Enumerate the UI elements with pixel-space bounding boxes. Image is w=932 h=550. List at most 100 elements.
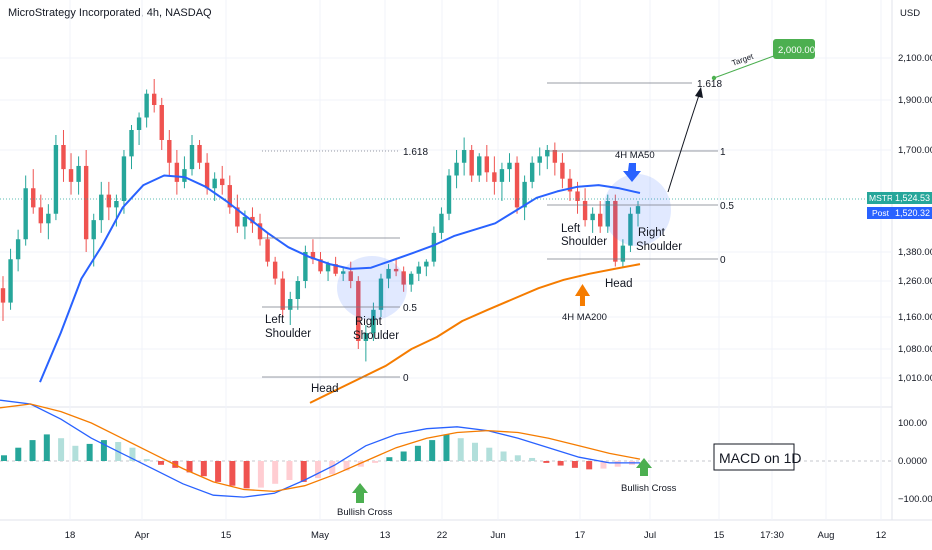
candle-body: [76, 165, 81, 182]
candle-body: [235, 207, 240, 227]
post-badge-text: Post: [872, 208, 890, 218]
right-shoulder-2-line2: Shoulder: [636, 241, 682, 253]
macd-histogram-bar: [372, 461, 379, 463]
candle-body: [151, 93, 157, 105]
candle-body: [545, 150, 550, 157]
macd-histogram-bar: [486, 447, 493, 461]
right-shoulder-1-line2: Shoulder: [353, 330, 399, 342]
macd-histogram-bar: [315, 461, 321, 479]
time-tick-label: Jul: [644, 530, 656, 541]
candle-body: [393, 268, 399, 272]
macd-histogram-bar: [229, 461, 236, 486]
macd-histogram-bar: [272, 461, 279, 484]
candle-body: [613, 201, 618, 262]
last-price-badge: [892, 192, 932, 204]
candle-body: [129, 130, 134, 157]
left-shoulder-2-line1: Left: [561, 223, 581, 235]
candle-body: [303, 252, 308, 281]
candle-body: [106, 194, 112, 208]
macd-histogram-bar: [129, 447, 136, 461]
candle-body: [204, 162, 210, 189]
right-shoulder-1-line1: Right: [355, 316, 383, 328]
time-tick-label: 15: [221, 530, 232, 541]
candle-body: [560, 162, 565, 179]
time-tick-label: Apr: [135, 530, 150, 541]
target-badge: [773, 39, 815, 59]
candle-body: [227, 185, 232, 208]
macd-histogram-bar: [414, 445, 421, 461]
candle-body: [295, 281, 301, 299]
macd-histogram-bar: [543, 461, 550, 463]
candle-body: [159, 105, 164, 140]
price-tick-label: 1,080.00: [898, 344, 932, 355]
candle-body: [114, 201, 119, 208]
price-tick-label: 1,260.00: [898, 276, 932, 287]
fib-1618-label-b: 1.618: [697, 79, 722, 90]
moving-averages: [39, 174, 641, 404]
price-tick-label: 1,900.00: [898, 95, 932, 106]
candle-body: [340, 271, 346, 274]
macd-histogram-bar: [429, 440, 436, 461]
candle-body: [439, 213, 444, 233]
candle-body: [167, 140, 172, 163]
ma50-line: [39, 174, 641, 383]
time-tick-label: 12: [876, 530, 887, 541]
shoulder-ellipse-1: [337, 256, 407, 320]
candle-body: [386, 268, 391, 279]
fib-05-label-b: 0.5: [720, 201, 734, 212]
candle-body: [378, 278, 384, 310]
currency-label: USD: [900, 8, 920, 19]
macd-histogram-bar: [257, 461, 264, 488]
candle-body: [461, 150, 467, 163]
candle-body: [257, 223, 263, 240]
candle-body: [582, 201, 588, 221]
head-2: Head: [605, 278, 633, 290]
target-start-dot: [711, 75, 717, 81]
price-tick-label: 2,100.00: [898, 53, 932, 64]
candle-body: [424, 261, 429, 267]
macd-title-box: [713, 443, 795, 471]
macd-histogram-bar: [500, 451, 507, 461]
macd-histogram-bar: [143, 459, 150, 461]
price-tick-label: 1,700.00: [898, 145, 932, 156]
candle-body: [492, 172, 497, 182]
macd-histogram-bar: [43, 434, 50, 461]
candle-body: [356, 281, 361, 341]
candle-body: [469, 150, 474, 176]
macd-histogram-bar: [158, 461, 164, 465]
macd-histogram-bar: [58, 438, 65, 461]
candle-body: [0, 288, 6, 303]
left-shoulder-1-line2: Shoulder: [265, 328, 311, 340]
candle-body: [371, 309, 376, 333]
candle-body: [484, 156, 490, 173]
target-value: 2,000.00: [778, 45, 815, 56]
candle-body: [409, 273, 414, 285]
time-tick-label: Aug: [818, 530, 835, 541]
macd-histogram-bar: [400, 451, 407, 461]
ma200-arrow: [575, 284, 590, 306]
candle-body: [265, 239, 270, 262]
candle-body: [23, 188, 28, 240]
macd-line: [0, 399, 640, 498]
bullish-cross-arrow-2: [636, 458, 652, 476]
candle-body: [68, 169, 74, 182]
chart-title: MicroStrategy Incorporated, 4h, NASDAQ: [8, 7, 212, 19]
macd-histogram-bar: [329, 461, 336, 475]
candle-body: [46, 213, 51, 224]
macd-panel: [0, 399, 641, 498]
post-badge: [867, 207, 892, 219]
time-tick-label: 22: [437, 530, 448, 541]
price-tick-label: 1,010.00: [898, 373, 932, 384]
left-shoulder-2-line2: Shoulder: [561, 236, 607, 248]
candle-body: [552, 150, 558, 163]
macd-title: MACD on 1D: [719, 450, 801, 466]
symbol-badge: [867, 192, 892, 204]
candle-body: [333, 264, 338, 274]
macd-histogram-bar: [286, 461, 293, 480]
candle-body: [620, 245, 626, 262]
candle-body: [348, 271, 353, 281]
candle-body: [83, 165, 89, 240]
macd-histogram-bar: [215, 461, 222, 482]
